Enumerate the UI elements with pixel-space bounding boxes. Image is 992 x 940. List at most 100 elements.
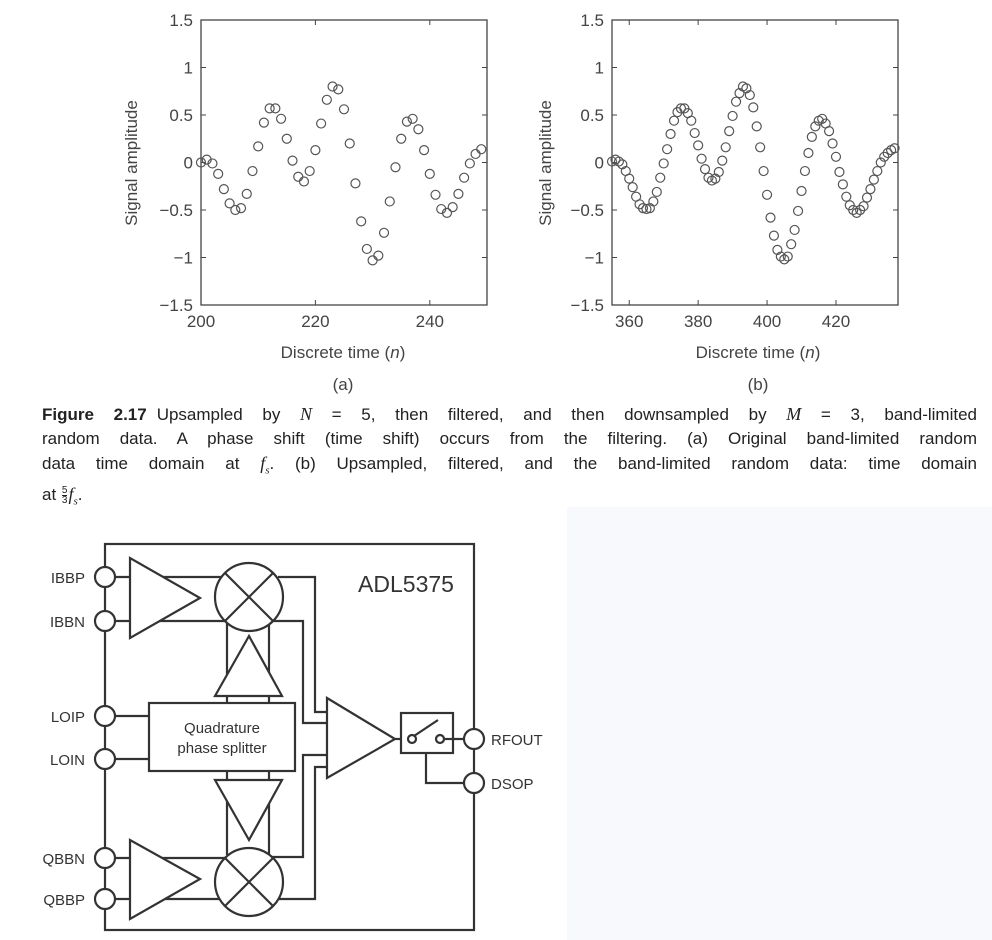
chart-a-data-point — [413, 124, 424, 135]
fraction-denominator: 3 — [61, 495, 68, 507]
chart-a-data-point — [441, 207, 453, 218]
caption-text: = 3, band-limited — [801, 405, 977, 424]
pin-label-qbbn: QBBN — [42, 851, 85, 868]
chart-b-data-point — [827, 138, 838, 149]
chart-a-data-point — [258, 117, 270, 128]
chart-b: Signal amplitude Discrete time (n) (b) 1… — [536, 11, 900, 394]
chart-b-data-point — [748, 102, 759, 113]
chart-b-data-point — [644, 203, 656, 214]
chart-b-data-point — [786, 239, 797, 250]
chart-b-data-point — [768, 230, 780, 241]
symbol-f: f — [260, 453, 266, 473]
chart-a-data-point — [327, 81, 338, 92]
chart-b-data-point — [741, 83, 752, 94]
pin-qbbn-icon — [93, 846, 117, 870]
chart-a-ytick-label: 1 — [184, 59, 193, 78]
wire-i-mixer-out-p — [278, 575, 327, 714]
chart-b-data-point — [779, 254, 790, 265]
chart-a-ylabel: Signal amplitude — [122, 100, 141, 226]
chart-b-xlabel: Discrete time (n) — [696, 343, 821, 362]
chart-a-xlabel: Discrete time (n) — [281, 343, 406, 362]
chart-b-data-point — [758, 165, 769, 177]
chart-b-data-point — [858, 201, 869, 212]
pin-ibbp-icon — [93, 565, 117, 589]
chart-a-data-point — [264, 103, 275, 114]
pin-label-loin: LOIN — [50, 752, 85, 769]
chart-b-data-point — [713, 166, 724, 178]
chart-a-data-point — [430, 189, 441, 200]
chart-b-data-point — [734, 88, 745, 99]
chart-b-data-point — [848, 204, 859, 216]
chart-b-ytick-label: 0.5 — [580, 106, 604, 125]
caption-text: . — [77, 485, 83, 505]
charts-svg: Signal amplitude Discrete time (n) (a) 1… — [122, 11, 900, 394]
pin-label-loip: LOIP — [51, 709, 85, 726]
chart-b-data-point — [651, 186, 662, 198]
chart-b-data-point — [665, 128, 676, 140]
chart-b-data-point — [710, 173, 721, 184]
chart-b-data-point — [834, 166, 845, 178]
chart-b-data-point — [837, 179, 848, 190]
chart-b-xlabel-var: n — [805, 343, 814, 362]
chart-a-data-point — [373, 250, 384, 261]
chart-b-data-point — [865, 184, 876, 195]
chart-a-ytick-label: −1 — [174, 249, 193, 268]
chart-b-data-point — [668, 115, 680, 126]
pin-label-rfout: RFOUT — [491, 732, 543, 749]
chart-a-data-point — [293, 171, 304, 182]
chart-b-data-point — [879, 151, 890, 162]
pin-ibbn-icon — [93, 609, 117, 633]
chart-a-data-point — [361, 243, 372, 255]
chart-b-data-point — [792, 205, 804, 217]
chart-b-data-point — [775, 251, 786, 262]
chart-b-data-point — [751, 121, 762, 132]
chart-a-data-point — [270, 103, 281, 114]
chart-b-data-point — [803, 147, 814, 159]
caption-text: Upsampled by — [156, 405, 300, 424]
chart-b-data-point — [634, 199, 645, 210]
chart-b-data-point — [613, 156, 624, 167]
chart-a-xtick-label: 200 — [187, 312, 215, 331]
chart-b-xlabel-text: Discrete time — [696, 343, 795, 362]
chart-a-data-point — [281, 133, 292, 144]
chart-b-data-point — [658, 158, 669, 169]
chart-b-data-point — [617, 159, 628, 170]
chart-a-data-point — [378, 227, 390, 238]
chart-b-data-point — [806, 131, 817, 142]
chart-a-data-point — [356, 216, 367, 227]
chart-b-data-point — [686, 115, 697, 126]
caption-line-2: random data. A phase shift (time shift) … — [42, 429, 977, 448]
chart-b-data-point — [655, 172, 666, 183]
chart-a-data-point — [287, 155, 298, 166]
i-mixer-icon — [213, 561, 285, 633]
pin-label-ibbp: IBBP — [51, 570, 85, 587]
chart-b-ytick-label: −0.5 — [570, 201, 604, 220]
chart-b-data-point — [830, 151, 842, 162]
pin-dsop-icon — [462, 771, 486, 795]
chip-name: ADL5375 — [358, 571, 454, 597]
chart-a-xlabel-text: Discrete time — [281, 343, 380, 362]
chart-b-data-point — [789, 224, 800, 236]
chart-a-data-point — [384, 196, 395, 207]
symbol-s-subscript: s — [73, 495, 78, 508]
chart-b-xtick-label: 380 — [684, 312, 712, 331]
symbol-N: N — [299, 404, 312, 424]
q-baseband-amp-icon — [128, 838, 203, 921]
chart-a-data-point — [195, 157, 207, 168]
chart-a-data-point — [424, 168, 435, 179]
chart-a-data-point — [333, 84, 344, 95]
chart-b-data-point — [861, 192, 873, 203]
chart-a-data-point — [470, 148, 481, 160]
chart-b-data-point — [854, 204, 866, 216]
chart-a-data-point — [476, 144, 487, 155]
chart-b-data-point — [717, 155, 728, 166]
caption-label: Figure 2.17 — [42, 405, 147, 424]
chart-b-data-point — [882, 147, 893, 159]
chart-b-data-point — [889, 143, 900, 154]
chart-b-xtick-label: 420 — [822, 312, 850, 331]
splitter-label-line-1: Quadrature — [184, 720, 260, 737]
chart-b-data-point — [810, 121, 821, 132]
wire-i-mixer-out-n — [270, 619, 327, 725]
chart-b-data-point — [823, 126, 835, 137]
